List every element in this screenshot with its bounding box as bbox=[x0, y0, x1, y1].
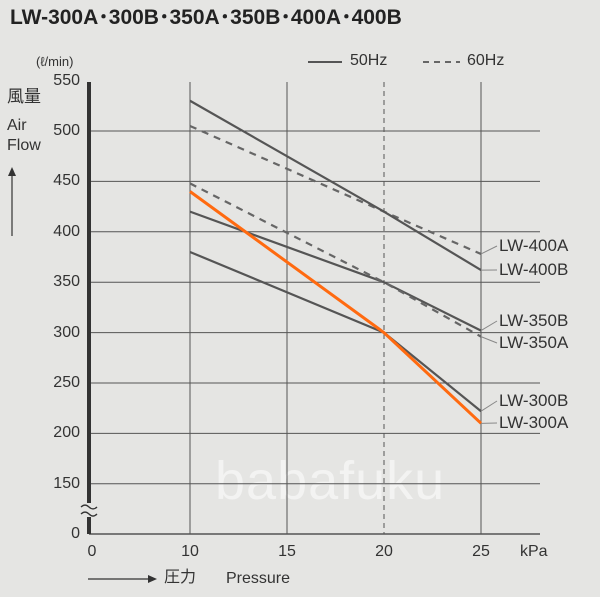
y-tick-label: 400 bbox=[53, 222, 80, 240]
chart-title: LW-300A･300B･350A･350B･400A･400B bbox=[10, 6, 402, 29]
series-line-lw-400b bbox=[189, 99, 482, 272]
leader-line bbox=[480, 336, 498, 344]
legend-50hz: 50Hz bbox=[350, 52, 388, 69]
y-unit: (ℓ/min) bbox=[36, 54, 74, 69]
axis-break-icon bbox=[80, 504, 98, 517]
series-line-lw-350a bbox=[189, 182, 482, 338]
x-arrowhead-icon bbox=[148, 575, 157, 583]
series-label: LW-300B bbox=[499, 391, 569, 410]
y-label: Air Flow bbox=[7, 117, 41, 154]
y-tick-label: 500 bbox=[53, 122, 80, 139]
series-line-lw-300b bbox=[189, 250, 482, 413]
series-line-lw-300a bbox=[189, 190, 483, 425]
y-tick-label: 300 bbox=[53, 323, 80, 341]
x-tick-label: 20 bbox=[375, 543, 393, 560]
y-tick-label: 350 bbox=[53, 273, 80, 291]
y-tick-label: 550 bbox=[53, 71, 80, 89]
series-label: LW-350B bbox=[499, 311, 569, 330]
leader-line bbox=[480, 400, 498, 412]
series-label: LW-350A bbox=[499, 333, 569, 352]
leader-line bbox=[480, 320, 498, 332]
leader-line bbox=[480, 245, 498, 255]
x-label-jp: 圧力 bbox=[164, 569, 197, 586]
axis-break-gap bbox=[80, 503, 98, 517]
y-tick-label: 0 bbox=[71, 525, 80, 542]
y-tick-label: 200 bbox=[53, 424, 80, 442]
x-tick-label: 10 bbox=[181, 543, 199, 560]
y-arrowhead-icon bbox=[8, 167, 16, 176]
series-line-lw-400a bbox=[189, 124, 482, 255]
x-label: Pressure bbox=[226, 570, 291, 587]
x-tick-label: 25 bbox=[472, 543, 490, 560]
x-unit: kPa bbox=[520, 543, 548, 560]
y-label-jp: 風量 bbox=[7, 87, 41, 106]
legend-60hz: 60Hz bbox=[467, 52, 505, 69]
series-label: LW-400B bbox=[499, 260, 569, 279]
y-tick-label: 250 bbox=[53, 374, 80, 391]
series-line-lw-350b bbox=[189, 210, 482, 332]
y-tick-label: 450 bbox=[53, 172, 80, 190]
series-label: LW-300A bbox=[499, 413, 569, 432]
x-tick-label: 15 bbox=[278, 543, 296, 560]
series-label: LW-400A bbox=[499, 236, 569, 255]
watermark: babafuku bbox=[215, 451, 446, 511]
y-tick-label: 150 bbox=[53, 474, 80, 492]
x-tick-label: 0 bbox=[87, 543, 97, 560]
